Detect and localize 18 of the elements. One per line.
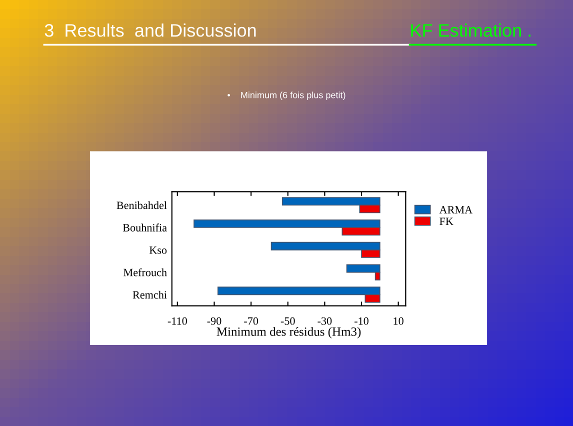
x-tick-label: 10 <box>394 317 404 325</box>
x-tick-label: -30 <box>318 317 332 325</box>
y-tick-label: Benibahdel <box>116 201 167 210</box>
y-tick-label: Remchi <box>132 290 167 299</box>
x-tick-label: -110 <box>168 317 187 325</box>
x-tick-label: -10 <box>354 317 368 325</box>
x-tick-label: -50 <box>280 317 295 325</box>
y-tick-label: Kso <box>149 246 167 254</box>
text: • Minimum (6 fois plus petit) <box>228 92 346 100</box>
y-tick-label: Mefrouch <box>124 268 167 276</box>
x-tick-label: -90 <box>207 317 222 325</box>
chart-title: 3 Results and Discussion <box>44 24 256 37</box>
y-tick-label: Bouhnifia <box>122 224 167 232</box>
x-axis-title: Minimum des résidus (Hm3) <box>216 327 361 338</box>
x-tick-label: -70 <box>244 317 258 325</box>
legend-label: ARMA <box>439 206 473 214</box>
legend-label: FK <box>440 218 454 225</box>
text: KF Estimation . <box>411 24 530 37</box>
